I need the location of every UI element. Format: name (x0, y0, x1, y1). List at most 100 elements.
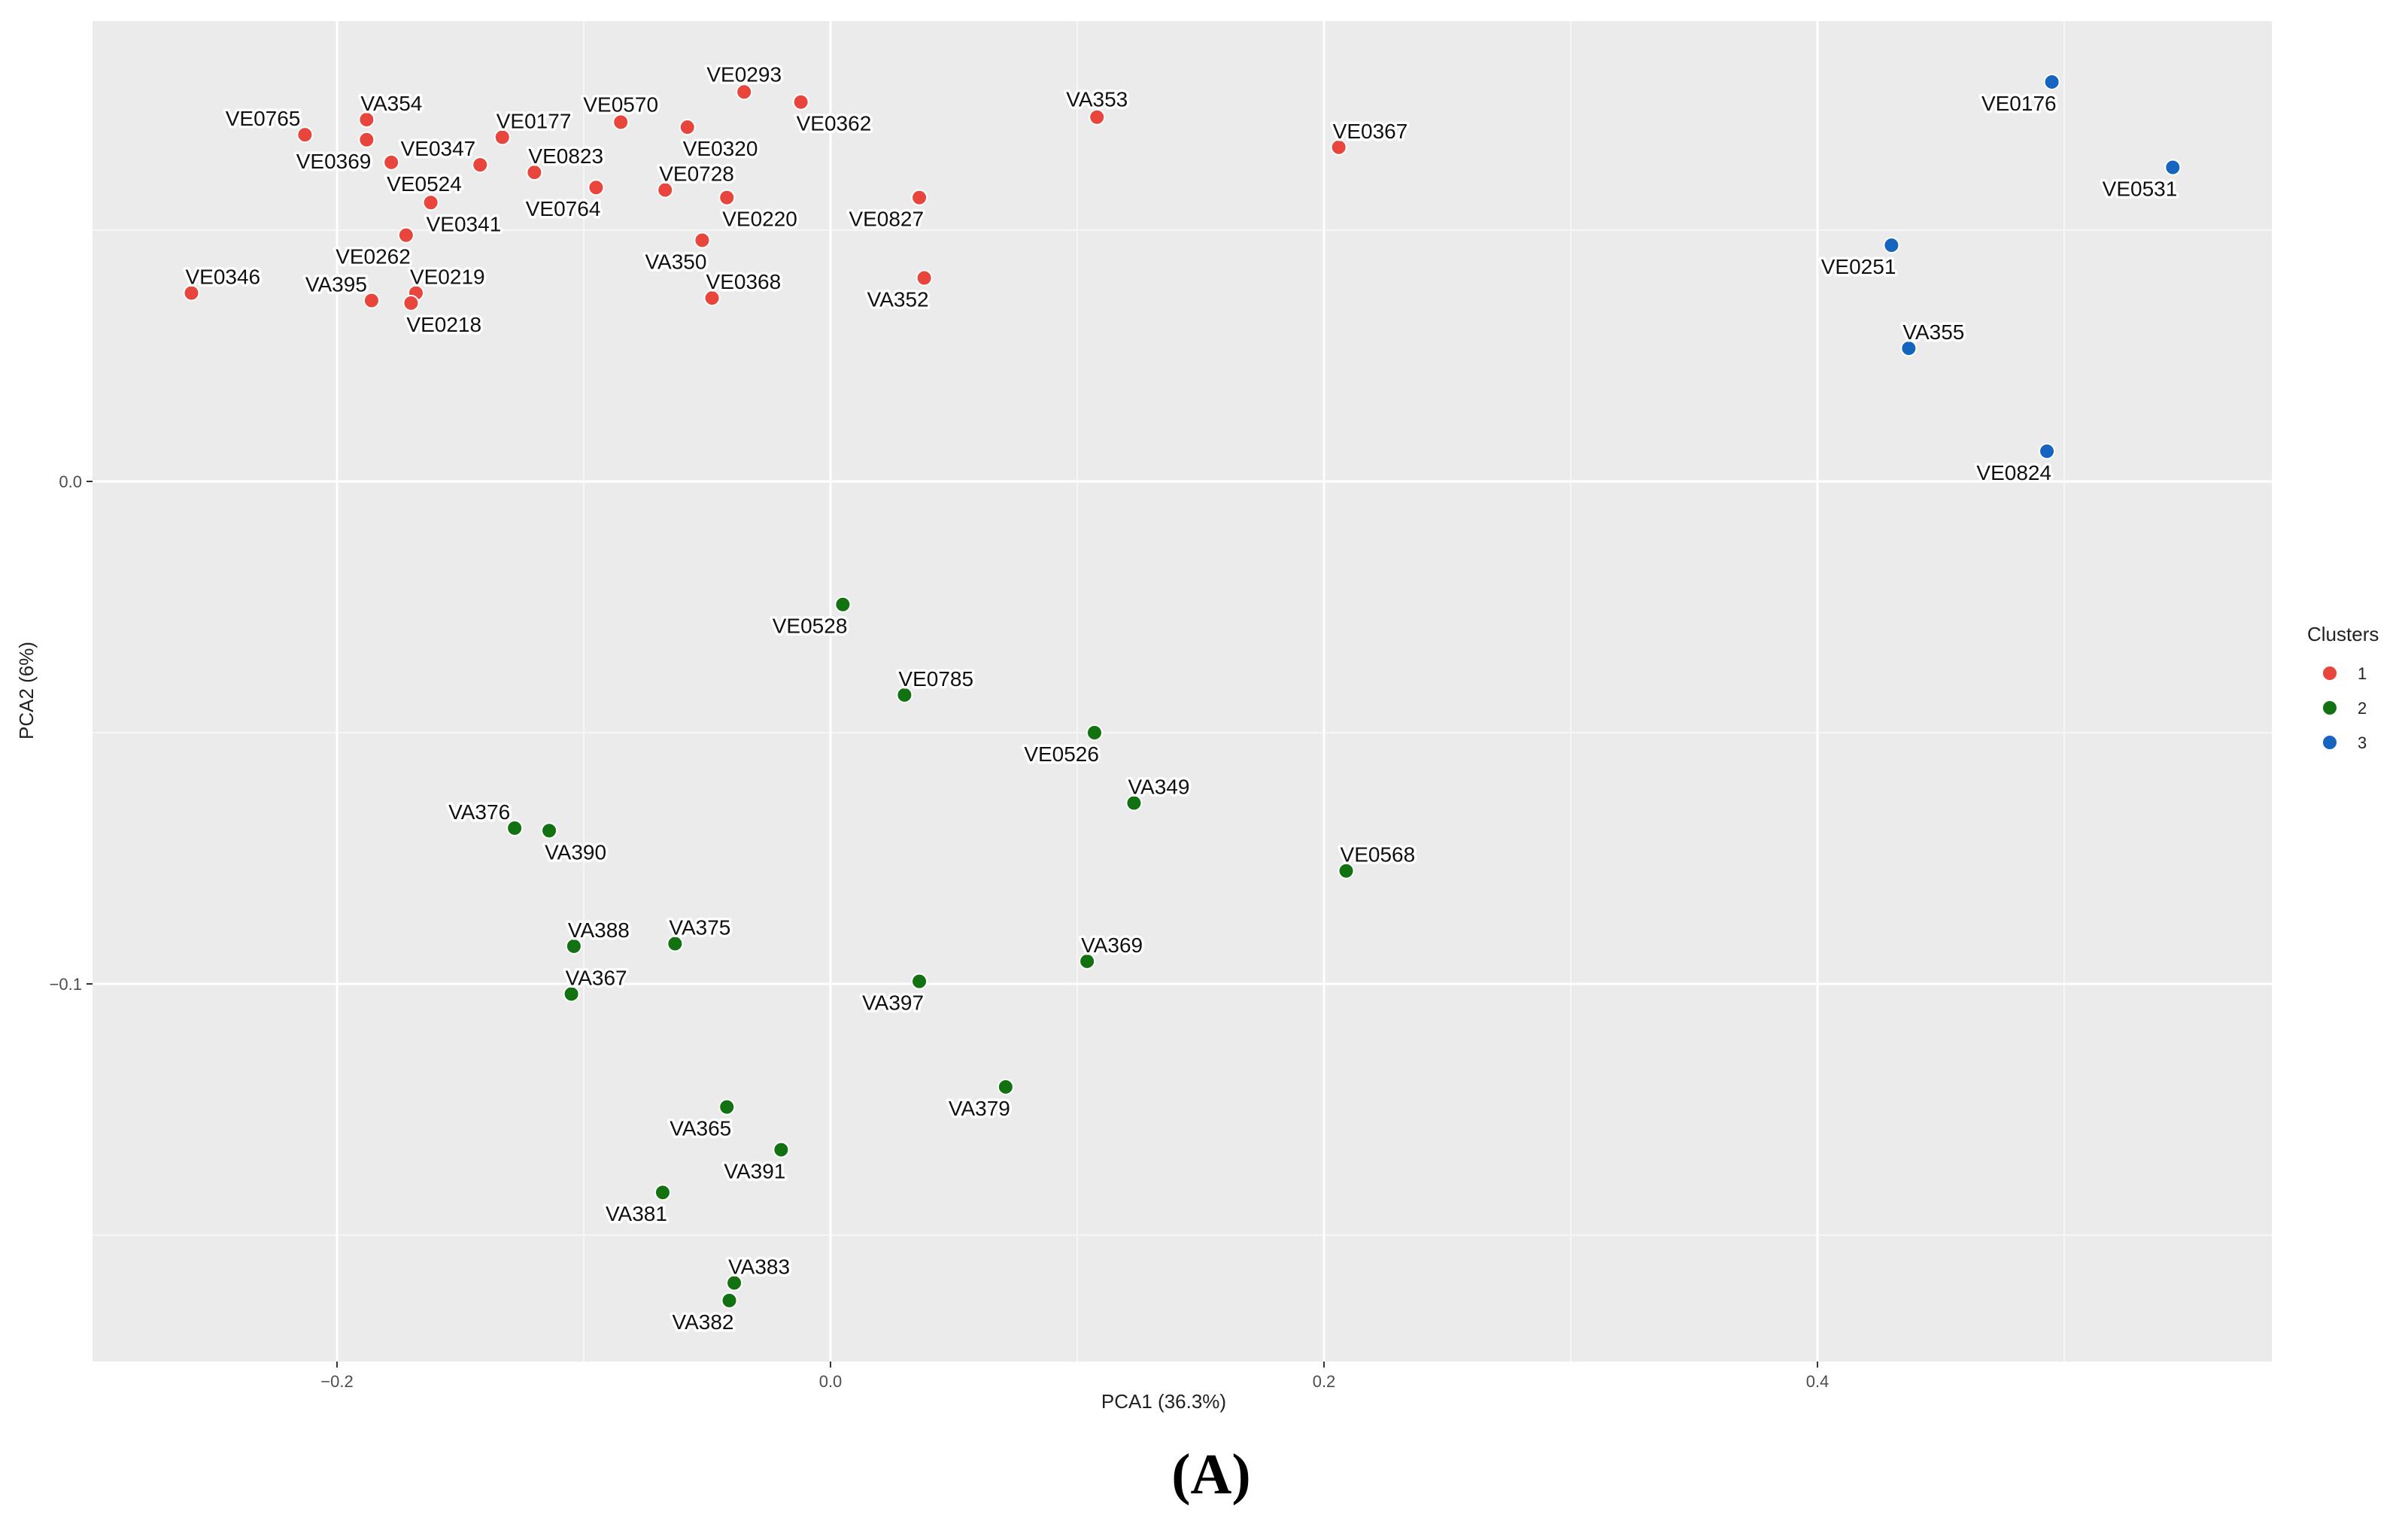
point-label-VA390: VA390 (545, 840, 606, 864)
point-label-VE0220: VE0220 (722, 208, 797, 231)
point-VA369 (1079, 952, 1096, 970)
point-label-VE0367: VE0367 (1333, 120, 1408, 143)
point-VE0524 (383, 153, 400, 171)
point-VA391 (773, 1141, 790, 1158)
point-VE0764 (588, 179, 605, 196)
point-VE0827 (911, 189, 928, 206)
point-label-VE0293: VE0293 (706, 62, 782, 86)
point-label-VA395: VA395 (305, 273, 367, 296)
point-VA353 (1089, 108, 1106, 126)
point-label-VE0346: VE0346 (185, 266, 260, 289)
point-label-VA367: VA367 (566, 966, 627, 989)
point-labels: VE0293 VE0362 VA353 VE0367 VE0765 VA354 VE0369… (183, 60, 2180, 1337)
point-VA395 (363, 292, 380, 309)
point-label-VE0177: VE0177 (496, 109, 572, 132)
point-label-VA353: VA353 (1066, 88, 1128, 111)
point-VA352 (916, 269, 933, 287)
point-label-VE0764: VE0764 (526, 197, 601, 220)
y-axis-title: PCA2 (6%) (15, 642, 38, 739)
major-gridlines (93, 21, 2272, 1362)
legend-key-2 (2321, 700, 2338, 716)
point-label-VA379: VA379 (949, 1097, 1010, 1120)
point-VE0341 (422, 194, 439, 211)
point-VE0368 (703, 290, 721, 307)
point-VE0293 (736, 83, 753, 101)
legend-title: Clusters (2307, 623, 2379, 645)
point-label-VA354: VA354 (360, 92, 422, 115)
minor-gridlines (93, 21, 2272, 1362)
point-VE0728 (657, 181, 674, 199)
point-VE0176 (2043, 73, 2060, 90)
point-VE0526 (1086, 724, 1103, 741)
point-VA382 (721, 1292, 738, 1309)
point-VA375 (667, 935, 684, 952)
point-VA383 (726, 1274, 743, 1292)
point-VA349 (1125, 794, 1143, 812)
point-VE0251 (1883, 237, 1900, 254)
point-label-VA383: VA383 (728, 1255, 790, 1278)
point-label-VE0824: VE0824 (1976, 461, 2051, 484)
point-label-VA352: VA352 (867, 287, 929, 311)
data-points (183, 73, 2182, 1309)
point-label-VA397: VA397 (862, 991, 924, 1015)
point-label-VE0728: VE0728 (659, 162, 734, 186)
point-VA355 (1900, 339, 1918, 357)
point-VE0220 (718, 189, 736, 206)
x-tick-label: 0.2 (1313, 1372, 1336, 1391)
point-label-VE0176: VE0176 (1981, 92, 2057, 115)
point-label-VA350: VA350 (645, 250, 706, 273)
point-VA388 (565, 937, 582, 955)
point-VE0262 (397, 226, 414, 244)
point-VA381 (654, 1184, 671, 1201)
point-VE0369 (358, 131, 375, 148)
y-tick-label: −0.1 (50, 975, 82, 994)
point-label-VA365: VA365 (670, 1117, 731, 1140)
point-VA379 (997, 1078, 1014, 1095)
point-VE0528 (834, 596, 852, 613)
point-label-VE0362: VE0362 (797, 112, 872, 135)
point-VE0320 (679, 119, 696, 136)
point-label-VE0262: VE0262 (336, 245, 411, 269)
point-label-VE0568: VE0568 (1341, 843, 1416, 867)
point-VE0824 (2039, 442, 2056, 460)
point-label-VE0785: VE0785 (898, 667, 973, 691)
point-VE0346 (183, 284, 200, 302)
point-label-VE0251: VE0251 (1821, 255, 1896, 278)
legend: Clusters 1 2 3 (2307, 623, 2379, 752)
y-tick-label: 0.0 (59, 472, 82, 491)
point-VE0785 (896, 686, 913, 703)
x-axis-ticks: −0.2 0.0 0.2 0.4 (320, 1362, 1829, 1391)
legend-key-3 (2321, 734, 2338, 751)
point-VA367 (563, 985, 580, 1003)
legend-label-1: 1 (2358, 664, 2367, 683)
point-label-VE0218: VE0218 (406, 313, 481, 336)
point-label-VA391: VA391 (724, 1159, 785, 1182)
point-label-VE0526: VE0526 (1024, 742, 1099, 766)
x-tick-label: 0.0 (819, 1372, 843, 1391)
point-label-VE0219: VE0219 (410, 266, 485, 289)
point-label-VA355: VA355 (1902, 320, 1964, 344)
legend-label-2: 2 (2358, 699, 2367, 718)
point-label-VA375: VA375 (669, 916, 730, 940)
point-label-VE0570: VE0570 (583, 93, 658, 116)
point-label-VE0827: VE0827 (849, 208, 924, 231)
plot-panel (93, 21, 2272, 1362)
x-tick-label: −0.2 (320, 1372, 353, 1391)
point-label-VA388: VA388 (568, 918, 630, 942)
point-VE0367 (1330, 138, 1347, 156)
point-VA390 (541, 822, 558, 839)
point-label-VE0341: VE0341 (427, 212, 502, 235)
point-label-VE0524: VE0524 (387, 172, 462, 196)
point-VA376 (506, 819, 524, 836)
point-VA354 (358, 111, 375, 129)
legend-key-1 (2321, 665, 2338, 682)
point-label-VE0368: VE0368 (706, 270, 782, 293)
point-VA350 (694, 232, 711, 249)
point-label-VA381: VA381 (606, 1202, 667, 1225)
point-VE0568 (1338, 862, 1355, 879)
point-label-VA349: VA349 (1128, 776, 1189, 799)
point-label-VE0369: VE0369 (296, 150, 372, 173)
point-VE0570 (612, 114, 630, 131)
point-VE0347 (472, 156, 489, 174)
